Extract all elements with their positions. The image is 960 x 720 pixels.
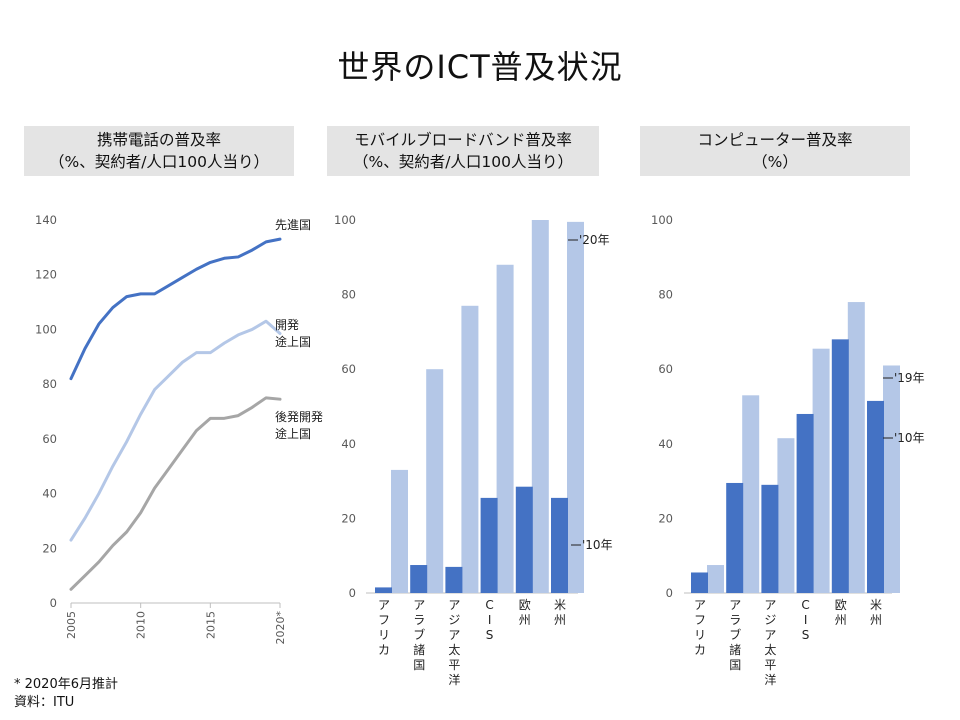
- chart1-header-line2: （%、契約者/人口100人当り）: [48, 153, 270, 171]
- chart3-bar-later: [847, 302, 865, 593]
- chart3-y-tick-label: 20: [658, 511, 673, 525]
- chart2-header-line1: モバイルブロードバンド普及率: [354, 131, 572, 149]
- chart3-y-tick-label: 100: [651, 213, 673, 227]
- chart3-bar-y2010: [761, 484, 779, 593]
- chart1-series-label: 途上国: [275, 334, 311, 349]
- chart1-y-tick-label: 60: [42, 432, 57, 446]
- chart2-bar-later: [531, 220, 549, 593]
- chart3-bar-later: [812, 348, 830, 593]
- chart1-y-tick-label: 140: [35, 213, 57, 227]
- chart1-series-label: 先進国: [275, 218, 311, 232]
- chart1-series-label: 後発開発: [275, 410, 323, 424]
- chart1-y-tick-label: 80: [42, 377, 57, 391]
- chart2-y-tick-label: 100: [334, 213, 356, 227]
- chart2-y-tick-label: 0: [349, 586, 356, 600]
- chart2-category-label: 欧州: [519, 598, 531, 627]
- chart2-bar-y2010: [445, 566, 463, 593]
- chart1-x-tick-label: 2015: [204, 611, 217, 639]
- chart2-y-tick-label: 60: [341, 362, 356, 376]
- footnotes: * 2020年6月推計 資料：ITU: [14, 676, 118, 712]
- chart3-category-label: 米州: [870, 598, 882, 627]
- chart1-x-tick-label: 2005: [65, 611, 78, 639]
- chart1-series-line: [69, 319, 282, 542]
- chart3-header-line1: コンピューター普及率: [697, 131, 853, 149]
- chart2-bar-y2010: [551, 497, 568, 593]
- chart2-category-label: アフリカ: [378, 598, 390, 657]
- chart2-category-label: アラブ諸国: [413, 598, 425, 672]
- chart3-y-tick-label: 0: [666, 586, 673, 600]
- chart3-bar-later: [883, 365, 900, 593]
- chart1-header: 携帯電話の普及率 （%、契約者/人口100人当り）: [24, 126, 294, 176]
- chart3-bar-later: [777, 438, 795, 593]
- chart1-y-tick-label: 100: [35, 322, 57, 336]
- chart3-y-tick-label: 80: [658, 288, 673, 302]
- chart2-header: モバイルブロードバンド普及率 （%、契約者/人口100人当り）: [327, 126, 599, 176]
- chart1-series-label: 開発: [275, 318, 299, 332]
- footnote-estimate: * 2020年6月推計: [14, 677, 118, 692]
- chart3-category-label: アフリカ: [694, 598, 706, 657]
- chart1-series-label: 途上国: [275, 426, 311, 441]
- chart2-bar-later: [567, 221, 584, 594]
- chart1-x-tick-label: 2020*: [274, 611, 287, 645]
- chart1-series-line: [69, 237, 282, 381]
- chart2-bar-later: [426, 369, 444, 593]
- chart3-bar-y2010: [867, 400, 884, 593]
- chart2-y-tick-label: 40: [341, 437, 356, 451]
- chart3-bar-later: [707, 565, 724, 593]
- chart1-header-line1: 携帯電話の普及率: [96, 131, 221, 149]
- chart3-bar-y2010: [691, 572, 708, 593]
- chart3-bar-later: [742, 395, 760, 593]
- chart2-bar-later: [461, 305, 479, 593]
- chart1-y-tick-label: 20: [42, 541, 57, 555]
- footnote-source: 資料：ITU: [14, 695, 75, 710]
- chart2-series-label-later: '20年: [579, 233, 610, 247]
- chart3-y-tick-label: 60: [658, 362, 673, 376]
- chart3-category-label: アラブ諸国: [729, 598, 741, 672]
- chart2-series-label-2010: '10年: [582, 538, 613, 552]
- chart3-bar-y2010: [726, 482, 744, 593]
- chart3-series-label-2010: '10年: [894, 431, 925, 445]
- chart2-bar-later: [496, 264, 514, 593]
- chart3-bar-y2010: [831, 339, 849, 593]
- chart1-y-tick-label: 0: [50, 596, 57, 610]
- page-title: 世界のICT普及状況: [337, 48, 623, 86]
- chart2-bar-y2010: [480, 497, 498, 593]
- chart2-category-label: 米州: [554, 598, 566, 627]
- chart2-y-tick-label: 80: [341, 288, 356, 302]
- chart1-y-tick-label: 120: [35, 268, 57, 282]
- chart3-header-line2: （%）: [752, 153, 798, 171]
- chart2-category-label: アジア太平洋: [448, 598, 460, 687]
- chart3-y-tick-label: 40: [658, 437, 673, 451]
- chart1-y-tick-label: 40: [42, 487, 57, 501]
- chart2-header-line2: （%、契約者/人口100人当り）: [352, 153, 574, 171]
- chart2-bar-y2010: [410, 565, 428, 593]
- chart3-category-label: アジア太平洋: [764, 598, 776, 687]
- chart3-series-label-later: '19年: [894, 371, 925, 385]
- chart3-header: コンピューター普及率 （%）: [640, 126, 910, 176]
- chart2-bar-later: [391, 469, 408, 593]
- chart1-x-tick-label: 2010: [135, 611, 148, 639]
- chart3-bar-y2010: [796, 413, 814, 593]
- chart3-category-label: 欧州: [835, 598, 847, 627]
- chart1-series-line: [69, 396, 282, 591]
- chart2-bar-y2010: [375, 587, 392, 593]
- chart2-y-tick-label: 20: [341, 511, 356, 525]
- chart2-bar-y2010: [515, 486, 533, 593]
